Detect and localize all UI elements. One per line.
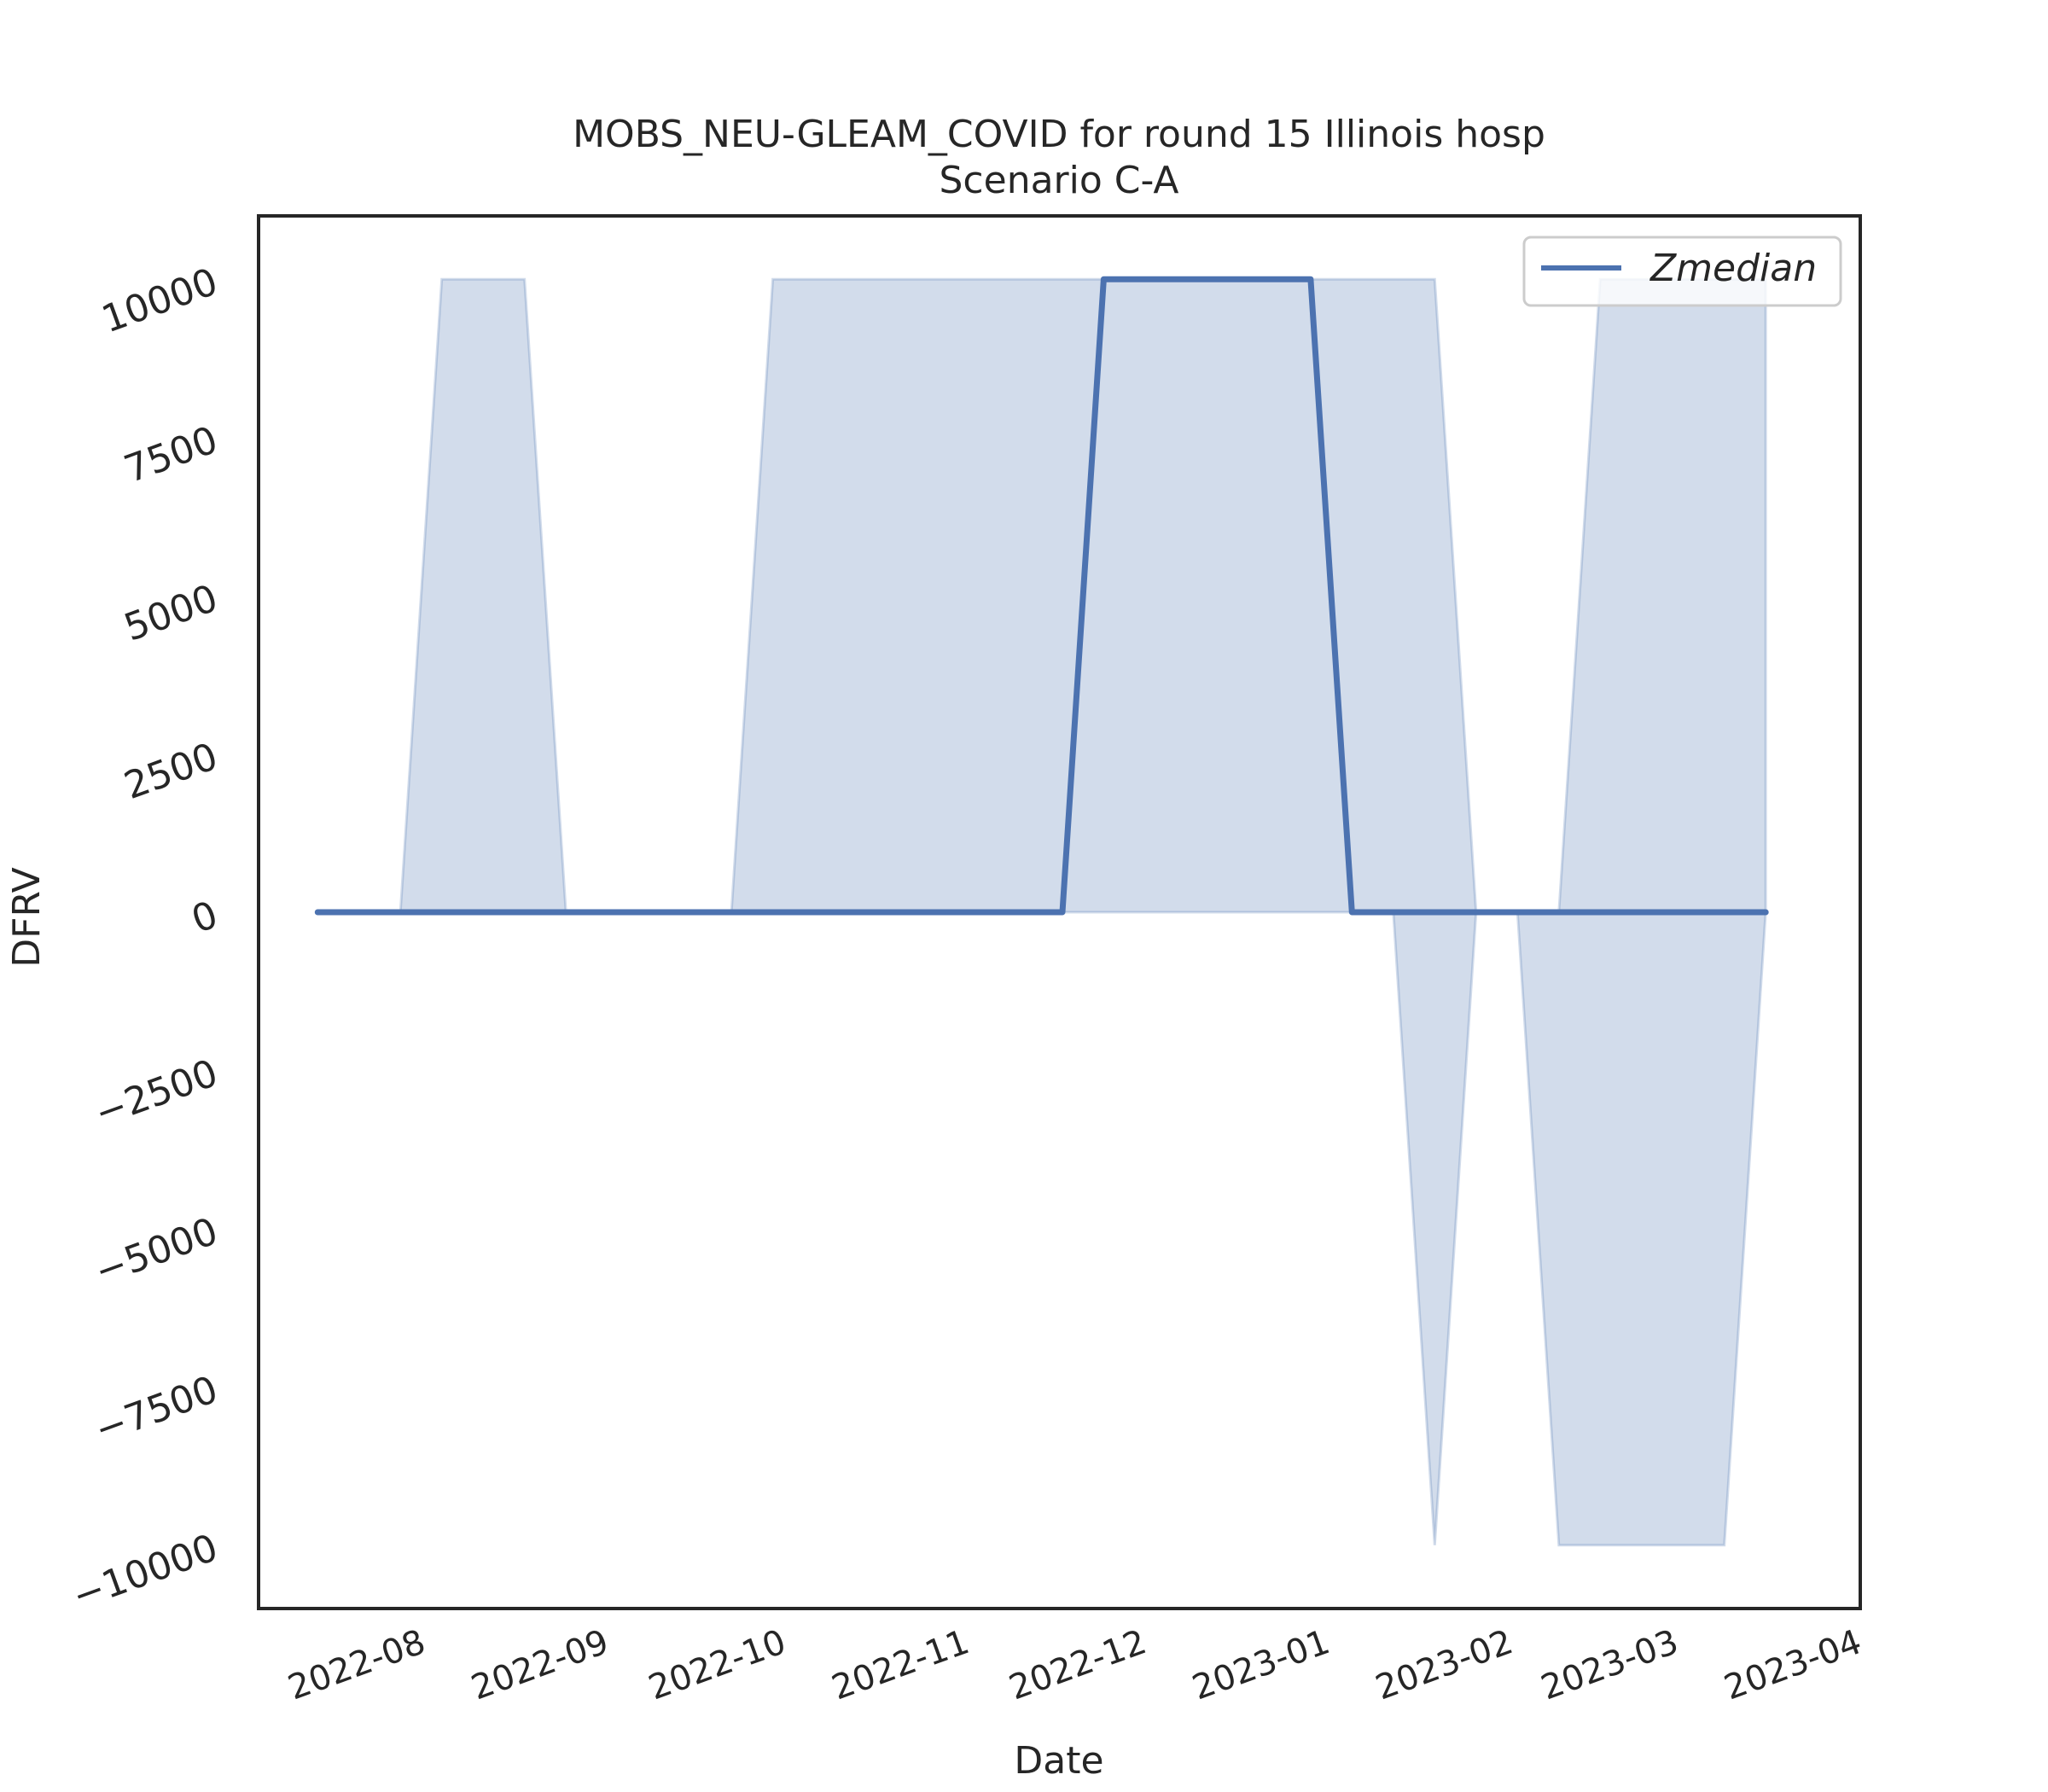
data-point (689, 912, 690, 913)
x-tick-label: 2023-02 (1370, 1622, 1518, 1708)
data-point (897, 912, 898, 913)
data-point (1434, 912, 1435, 913)
data-point (1641, 912, 1642, 913)
x-tick-label: 2022-12 (1004, 1622, 1152, 1708)
y-axis-label: DFRV (5, 867, 49, 967)
data-point (938, 912, 939, 913)
x-tick-label: 2022-11 (827, 1622, 975, 1708)
y-tick-label: −7500 (89, 1368, 223, 1452)
data-point (1600, 912, 1601, 913)
x-axis-label: Date (1014, 1739, 1103, 1783)
data-point (607, 912, 608, 913)
data-point (1724, 912, 1725, 913)
data-point (1062, 912, 1063, 913)
x-tick-label: 2022-08 (283, 1622, 431, 1708)
data-point (855, 912, 856, 913)
data-point (1475, 912, 1476, 913)
plot-frame (257, 214, 1862, 1610)
data-point (1103, 279, 1104, 280)
y-tick-label: −2500 (89, 1051, 223, 1136)
y-tick-label: −5000 (89, 1209, 223, 1294)
x-tick-label: 2023-04 (1719, 1622, 1867, 1708)
y-tick-label: 7500 (119, 418, 224, 492)
data-point (1517, 912, 1518, 913)
y-tick-label: 0 (186, 893, 224, 942)
y-tick-label: −10000 (67, 1526, 224, 1618)
y-tick-labels: 10000 7500 5000 2500 0 −2500 −5000 −7500 −10000 (67, 260, 224, 1619)
legend-label-zmedian: Zmedian (1649, 247, 1817, 290)
y-tick-label: 2500 (119, 735, 224, 808)
series-lines (314, 276, 1769, 916)
x-tick-label: 2023-01 (1187, 1622, 1335, 1708)
x-tick-label: 2023-03 (1536, 1622, 1684, 1708)
data-point (566, 912, 567, 913)
series-line-zmedian (314, 276, 1769, 916)
data-point (772, 912, 773, 913)
x-tick-labels: 2022-08 2022-09 2022-10 2022-11 2022-12 2023-… (283, 1622, 1867, 1708)
data-point (358, 912, 359, 913)
data-point (1352, 912, 1353, 913)
data-point (441, 912, 442, 913)
data-point (483, 912, 484, 913)
data-point (814, 912, 815, 913)
data-point (1269, 279, 1270, 280)
y-tick-label: 5000 (119, 577, 224, 650)
chart-subtitle: Scenario C-A (940, 159, 1179, 202)
data-point (1683, 912, 1684, 913)
data-point (1186, 279, 1187, 280)
data-point (731, 912, 732, 913)
y-tick-label: 10000 (96, 260, 224, 342)
data-point (1310, 279, 1311, 280)
chart-title: MOBS_NEU-GLEAM_COVID for round 15 Illino… (573, 113, 1545, 156)
data-point (400, 912, 401, 913)
data-point (524, 912, 525, 913)
legend: Zmedian (1522, 236, 1842, 307)
x-tick-label: 2022-09 (466, 1622, 614, 1708)
data-point (317, 912, 318, 913)
x-tick-label: 2022-10 (643, 1622, 791, 1708)
data-point (1558, 912, 1559, 913)
data-point (1227, 279, 1228, 280)
data-point (1144, 279, 1145, 280)
legend-box (1522, 236, 1842, 307)
